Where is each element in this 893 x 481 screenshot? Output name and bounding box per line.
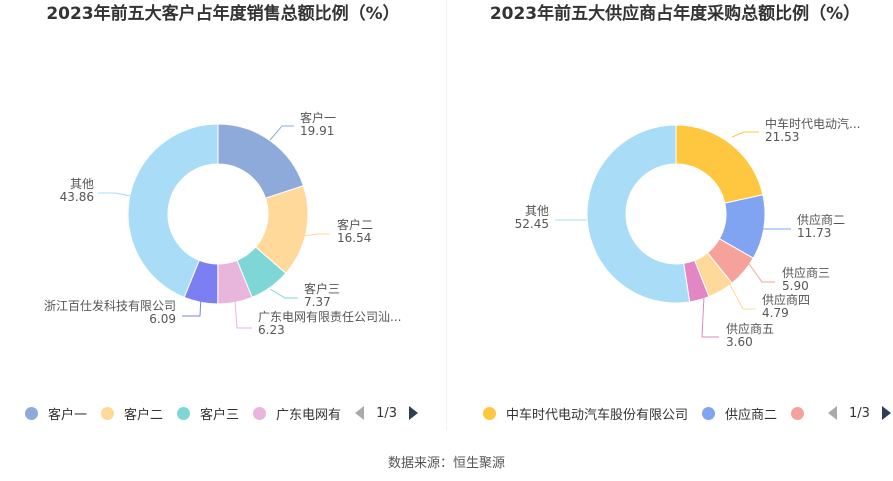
slice-name-label: 客户三 xyxy=(304,281,340,296)
slice-value-label: 7.37 xyxy=(304,295,331,309)
slice-value-label: 3.60 xyxy=(726,335,753,349)
slice-name-label: 客户一 xyxy=(300,110,336,125)
label-leader-line xyxy=(98,192,132,197)
slice-name-label: 广东电网有限责任公司汕... xyxy=(258,310,401,324)
slice-value-label: 16.54 xyxy=(337,231,371,245)
legend-marker-icon xyxy=(702,406,716,420)
legend-label: 客户三 xyxy=(200,407,240,423)
legend-marker-icon xyxy=(25,406,38,420)
label-leader-line xyxy=(302,233,330,237)
panel-divider xyxy=(446,0,447,430)
pie-slice-1[interactable] xyxy=(675,124,764,204)
legend-marker-icon xyxy=(253,406,267,420)
slice-value-label: 4.79 xyxy=(762,306,789,320)
legend-label: 供应商二 xyxy=(725,407,778,423)
supplier-legend: 中车时代电动汽车股份有限公司 供应商二 1/3 xyxy=(483,402,891,424)
slice-name-label: 供应商五 xyxy=(726,321,774,336)
data-source-note: 数据来源：恒生聚源 xyxy=(387,456,505,471)
legend-label: 客户二 xyxy=(124,407,164,423)
legend-pager: 1/3 xyxy=(828,406,891,421)
legend-page-indicator: 1/3 xyxy=(376,405,397,421)
slice-name-label: 客户二 xyxy=(337,217,373,232)
label-leader-line xyxy=(182,295,202,317)
legend-marker-icon xyxy=(483,406,496,420)
pie-slice-6[interactable] xyxy=(127,123,219,299)
slice-value-label: 43.86 xyxy=(60,190,94,204)
label-leader-line xyxy=(269,288,298,299)
legend-pager: 1/3 xyxy=(355,406,418,421)
label-leader-line xyxy=(701,295,719,338)
label-leader-line xyxy=(727,280,756,310)
legend-item[interactable]: 广东电网有 xyxy=(253,404,341,423)
legend-prev-icon[interactable] xyxy=(828,406,838,420)
legend-item[interactable]: 客户一 xyxy=(25,404,87,423)
slice-value-label: 5.90 xyxy=(782,279,809,293)
slice-name-label: 浙江百仕发科技有限公司 xyxy=(44,298,176,313)
customer-legend: 客户一 客户二 客户三 广东电网有 1/3 xyxy=(25,402,418,424)
slice-value-label: 11.73 xyxy=(797,226,831,240)
legend-item[interactable] xyxy=(791,406,814,420)
pie-slice-6[interactable] xyxy=(586,124,691,304)
slice-name-label: 供应商二 xyxy=(797,212,845,227)
customer-chart-panel: 2023年前五大客户占年度销售总额比例（%） 客户一 19.91 客户二 16.54 客… xyxy=(0,0,446,430)
legend-item[interactable]: 中车时代电动汽车股份有限公司 xyxy=(483,404,688,423)
slice-name-label: 其他 xyxy=(70,177,94,191)
legend-label: 广东电网有 xyxy=(276,407,342,423)
slice-name-label: 供应商四 xyxy=(762,292,810,307)
legend-item[interactable]: 客户三 xyxy=(177,404,239,423)
legend-next-icon[interactable] xyxy=(881,406,891,420)
slice-name-label: 中车时代电动汽... xyxy=(765,116,860,131)
label-leader-line xyxy=(269,125,294,141)
slice-value-label: 52.45 xyxy=(515,217,549,231)
slice-value-label: 19.91 xyxy=(300,124,334,138)
slice-name-label: 其他 xyxy=(525,204,549,218)
legend-label: 中车时代电动汽车股份有限公司 xyxy=(506,407,689,423)
slice-value-label: 21.53 xyxy=(765,130,799,144)
legend-item[interactable]: 客户二 xyxy=(101,404,163,423)
legend-next-icon[interactable] xyxy=(408,406,418,420)
slice-value-label: 6.09 xyxy=(149,312,176,326)
slice-name-label: 供应商三 xyxy=(782,265,830,280)
slice-value-label: 6.23 xyxy=(258,323,285,337)
label-leader-line xyxy=(731,131,759,138)
legend-marker-icon xyxy=(101,406,115,420)
supplier-chart-panel: 2023年前五大供应商占年度采购总额比例（%） 中车时代电动汽... 21.53 供… xyxy=(447,0,893,430)
legend-item[interactable]: 供应商二 xyxy=(702,404,777,423)
label-leader-line xyxy=(234,299,252,329)
legend-label: 客户一 xyxy=(48,407,88,423)
pie-slice-1[interactable] xyxy=(217,123,305,199)
chart-title: 2023年前五大供应商占年度采购总额比例（%） xyxy=(489,4,861,24)
label-leader-line xyxy=(746,260,775,283)
chart-title: 2023年前五大客户占年度销售总额比例（%） xyxy=(46,4,400,24)
legend-page-indicator: 1/3 xyxy=(849,405,870,421)
legend-prev-icon[interactable] xyxy=(355,406,365,420)
legend-marker-icon xyxy=(791,406,805,420)
legend-marker-icon xyxy=(177,406,191,420)
